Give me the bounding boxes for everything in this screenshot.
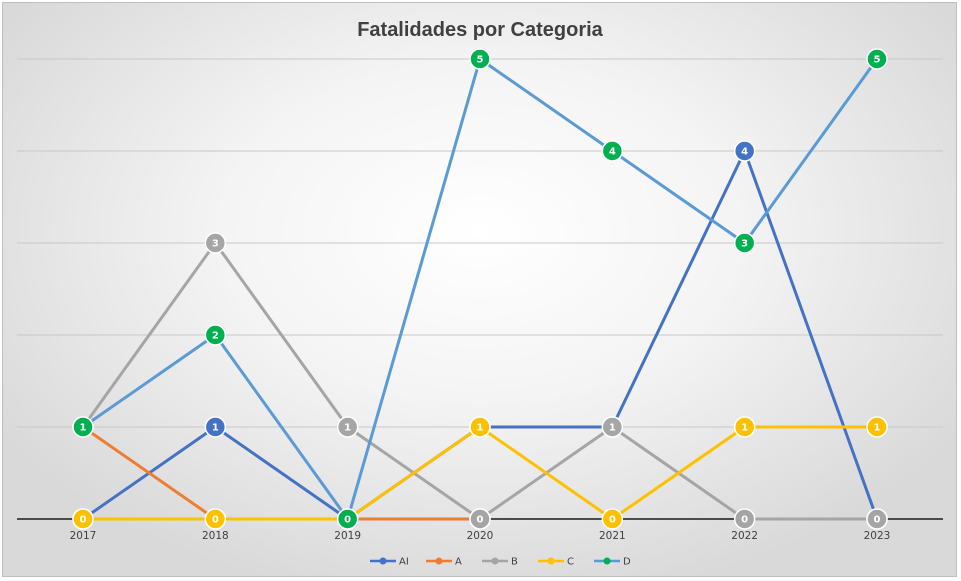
data-marker: [336, 416, 359, 438]
data-marker: [204, 232, 227, 254]
legend-item-ai: AI: [370, 557, 409, 568]
data-marker: [866, 508, 888, 530]
data-label: 5: [477, 55, 484, 66]
data-label: 3: [741, 239, 748, 250]
data-point-c: 1: [469, 416, 491, 438]
legend-item-b: B: [482, 557, 518, 568]
chart-title: Fatalidades por Categoria: [357, 19, 603, 41]
data-marker: [204, 508, 227, 530]
data-marker: [204, 416, 227, 438]
data-marker: [72, 508, 94, 530]
data-label: 0: [80, 515, 87, 526]
data-marker: [601, 416, 624, 438]
series-points: 01011401000131010000010111205435: [72, 48, 888, 530]
data-label: 1: [212, 423, 219, 434]
legend-label: AI: [399, 557, 409, 568]
data-label: 1: [609, 423, 616, 434]
data-point-d: 3: [733, 232, 756, 254]
x-tick-label: 2020: [467, 530, 494, 542]
data-marker: [469, 416, 491, 438]
data-point-b: 0: [469, 508, 491, 530]
legend-marker: [435, 557, 443, 565]
legend-item-c: C: [538, 557, 574, 568]
data-label: 0: [741, 515, 748, 526]
data-label: 0: [344, 515, 351, 526]
series-line-d: [81, 57, 879, 521]
data-label: 5: [874, 55, 881, 66]
data-marker: [336, 508, 359, 530]
legend-item-a: A: [426, 557, 462, 568]
data-marker: [733, 508, 756, 530]
legend-label: A: [455, 557, 462, 568]
data-point-c: 1: [733, 416, 756, 438]
data-label: 2: [212, 331, 219, 342]
data-point-c: 0: [204, 508, 227, 530]
data-label: 4: [741, 147, 748, 158]
data-point-d: 1: [72, 416, 94, 438]
data-marker: [469, 48, 491, 70]
legend-label: D: [623, 557, 631, 568]
data-marker: [733, 140, 756, 162]
x-tick-label: 2023: [864, 530, 891, 542]
data-label: 1: [741, 423, 748, 434]
data-label: 1: [477, 423, 484, 434]
legend-marker: [379, 557, 387, 565]
data-point-d: 4: [601, 140, 624, 162]
series-line-c: [81, 425, 879, 521]
series-lines: [81, 57, 879, 521]
x-tick-label: 2017: [70, 530, 97, 542]
data-point-b: 1: [601, 416, 624, 438]
legend-label: C: [567, 557, 574, 568]
data-point-d: 5: [469, 48, 491, 70]
data-marker: [733, 232, 756, 254]
data-label: 1: [344, 423, 351, 434]
data-marker: [733, 416, 756, 438]
data-label: 0: [477, 515, 484, 526]
data-label: 1: [80, 423, 87, 434]
legend-item-d: D: [594, 557, 631, 568]
data-point-c: 1: [866, 416, 888, 438]
data-point-b: 3: [204, 232, 227, 254]
data-point-ai: 4: [733, 140, 756, 162]
data-marker: [866, 48, 888, 70]
data-label: 0: [874, 515, 881, 526]
data-point-b: 1: [336, 416, 359, 438]
data-point-b: 0: [866, 508, 888, 530]
data-marker: [866, 416, 888, 438]
data-label: 0: [609, 515, 616, 526]
data-label: 4: [609, 147, 616, 158]
data-marker: [72, 416, 94, 438]
legend-label: B: [511, 557, 518, 568]
data-marker: [601, 508, 624, 530]
data-point-c: 0: [72, 508, 94, 530]
legend-marker: [603, 557, 611, 565]
data-point-c: 0: [601, 508, 624, 530]
data-point-d: 2: [204, 324, 227, 346]
x-tick-label: 2018: [202, 530, 229, 542]
data-marker: [204, 324, 227, 346]
x-tick-label: 2022: [731, 530, 758, 542]
legend-marker: [547, 557, 555, 565]
data-point-b: 0: [733, 508, 756, 530]
legend-marker: [491, 557, 499, 565]
data-label: 0: [212, 515, 219, 526]
data-point-ai: 1: [204, 416, 227, 438]
x-tick-label: 2019: [334, 530, 361, 542]
data-point-d: 0: [336, 508, 359, 530]
data-marker: [601, 140, 624, 162]
data-label: 3: [212, 239, 219, 250]
x-tick-label: 2021: [599, 530, 626, 542]
series-line-b: [81, 241, 879, 521]
data-marker: [469, 508, 491, 530]
data-label: 1: [874, 423, 881, 434]
legend: AI A B C D: [370, 557, 631, 568]
data-point-d: 5: [866, 48, 888, 70]
